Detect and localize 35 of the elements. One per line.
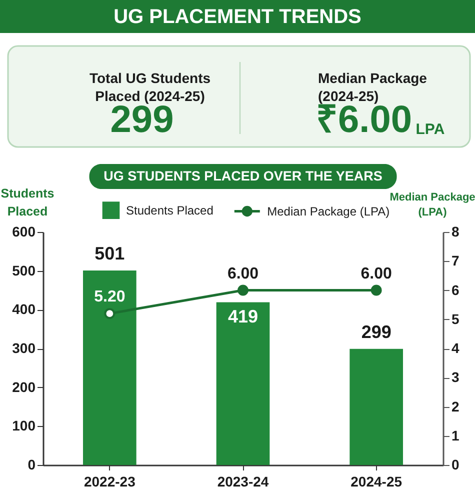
bar [83,270,136,465]
y2-tick-label: 4 [452,340,460,356]
chart-title: UG STUDENTS PLACED OVER THE YEARS [104,168,382,184]
y2-tick-label: 2 [452,398,460,414]
y-tick-label: 0 [28,456,36,472]
y-tick-label: 200 [12,378,36,395]
y-axis-title: Students Placed [0,186,54,218]
y-tick-label: 600 [12,224,36,240]
y2-tick-label: 1 [452,427,460,444]
bar [216,302,270,465]
text: UG PLACEMENT TRENDS [114,6,362,28]
x-tick-label: 2024-25 [350,474,402,490]
y-tick-label: 400 [12,301,36,318]
y-tick-label: 500 [12,262,36,278]
y2-tick-label: 7 [452,252,460,269]
text: LPA [416,121,445,138]
y2-tick-label: 3 [452,369,460,386]
y2-tick-label: 0 [452,456,460,472]
data-label: 5.20 [94,288,126,306]
legend-label: Median Package (LPA) [267,204,390,218]
data-label: 501 [94,243,125,264]
data-label: 6.00 [360,265,392,282]
y-tick-label: 300 [12,340,36,356]
x-tick-label: 2023-24 [217,474,269,490]
y2-tick-label: 8 [452,224,460,240]
bar [350,348,403,465]
x-tick-label: 2022-23 [84,474,136,490]
y-tick-label: 100 [12,418,36,434]
data-label: 419 [228,306,258,326]
y2-tick-label: 5 [452,310,460,327]
y2-tick-label: 6 [452,282,460,298]
y2-axis-title: Median Package (LPA) [390,192,475,218]
data-label: 299 [361,322,392,342]
data-label: 6.00 [227,265,259,282]
legend-label: Students Placed [126,203,214,218]
